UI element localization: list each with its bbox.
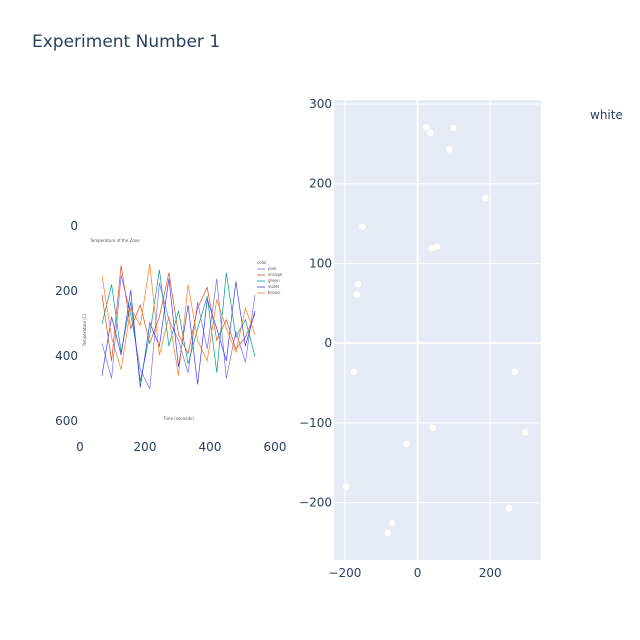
data-point <box>427 129 434 136</box>
y-tick-label: 600 <box>55 414 78 428</box>
embedded-legend-label: violet <box>268 284 279 289</box>
embedded-legend-label: pink <box>268 266 277 271</box>
embedded-line-pink <box>101 275 256 391</box>
x-tick-label: −200 <box>328 566 361 580</box>
y-tick-label: 300 <box>309 97 332 111</box>
embedded-y-label: Temperature (C) <box>82 313 87 347</box>
y-tick-label: 200 <box>55 284 78 298</box>
legend: white <box>590 108 623 122</box>
y-tick-label: −100 <box>299 416 332 430</box>
data-point <box>429 424 436 431</box>
embedded-line-brown <box>101 263 256 376</box>
data-point <box>403 440 410 447</box>
data-point <box>384 529 391 537</box>
data-point <box>423 123 430 131</box>
embedded-legend-title: color <box>257 260 267 265</box>
embedded-line-violet <box>101 278 256 388</box>
y-tick-label: 0 <box>324 336 332 350</box>
embedded-x-label: Time (seconds) <box>162 416 194 421</box>
scatter-panel: −200 0 200 −200 −100 0 100 200 300 <box>299 97 541 580</box>
chart-title: Experiment Number 1 <box>32 32 221 52</box>
x-tick-label: 600 <box>264 440 287 454</box>
data-point <box>343 483 350 490</box>
embedded-legend-label: green <box>268 278 280 283</box>
y-tick-label: 100 <box>309 256 332 270</box>
x-tick-label: 0 <box>76 440 84 454</box>
data-point <box>511 368 519 376</box>
data-point <box>388 520 396 527</box>
data-point <box>446 146 453 153</box>
data-point <box>359 223 366 230</box>
embedded-chart: Temperature of the Zone Time (seconds) Tem… <box>82 238 283 421</box>
data-point <box>354 280 362 288</box>
x-tick-label: 200 <box>134 440 157 454</box>
legend-label-white: white <box>590 108 623 122</box>
data-point <box>353 291 361 298</box>
y-tick-label: 400 <box>55 349 78 363</box>
data-point <box>505 504 513 512</box>
plot-background <box>334 100 541 560</box>
embedded-legend-label: brown <box>268 290 281 295</box>
image-panel: 0 200 400 600 0 200 400 600 Temperature of the Z… <box>55 219 288 454</box>
data-point <box>449 124 457 132</box>
x-tick-label: 400 <box>199 440 222 454</box>
embedded-legend-label: orange <box>268 272 283 277</box>
embedded-line-green <box>101 269 256 382</box>
embedded-line-orange <box>101 265 256 361</box>
y-tick-label: −200 <box>299 496 332 510</box>
x-tick-label: 200 <box>479 566 502 580</box>
y-tick-label: 200 <box>309 177 332 191</box>
data-point <box>350 368 357 376</box>
x-tick-label: 0 <box>414 566 422 580</box>
data-point <box>433 243 440 250</box>
y-tick-label: 0 <box>70 219 78 233</box>
embedded-chart-title: Temperature of the Zone <box>89 238 140 243</box>
data-point <box>522 429 529 436</box>
data-point <box>482 194 489 202</box>
